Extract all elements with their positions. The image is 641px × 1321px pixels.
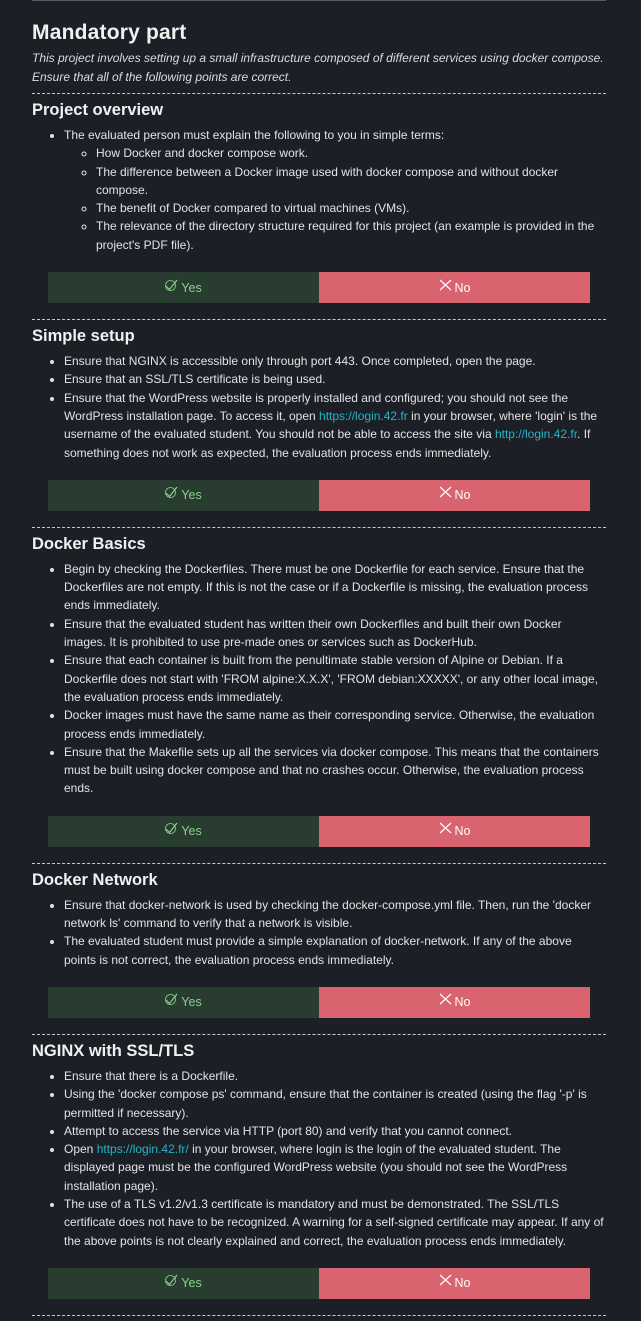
section-heading: Project overview (32, 101, 164, 119)
checklist: Ensure that there is a Dockerfile. Using… (32, 1067, 606, 1250)
section-heading: NGINX with SSL/TLS (32, 1041, 195, 1060)
list-item-text: Ensure that the WordPress website is pro… (64, 390, 569, 423)
yes-label: Yes (181, 1276, 202, 1291)
yes-button[interactable]: Yes (48, 815, 319, 847)
checklist: The evaluated person must explain the fo… (32, 126, 606, 254)
login-https-link[interactable]: https://login.42.fr/ (96, 1142, 189, 1157)
list-item: Ensure that each container is built from… (64, 651, 606, 706)
sub-list-item: The relevance of the directory structure… (96, 217, 606, 254)
answer-buttons: Yes No (48, 272, 590, 304)
no-label: No (454, 995, 471, 1010)
section-heading: Docker Basics (32, 534, 146, 553)
top-divider (32, 0, 606, 2)
list-item: The evaluated student must provide a sim… (64, 932, 606, 969)
yes-button[interactable]: Yes (48, 986, 319, 1018)
section-docker-basics: Docker Basics Begin by checking the Dock… (32, 526, 606, 847)
list-item-text: . If something does not work as expected… (64, 427, 591, 460)
list-item: Ensure that the evaluated student has wr… (64, 615, 606, 652)
login-http-link[interactable]: http://login.42.fr (494, 427, 578, 442)
check-icon (165, 1275, 178, 1287)
list-item: Ensure that NGINX is accessible only thr… (64, 352, 606, 370)
list-item-text: in your browser, where 'login' is the us… (64, 408, 598, 442)
no-label: No (454, 1276, 471, 1291)
close-icon (439, 279, 451, 291)
section-next-divider (32, 1314, 606, 1321)
close-icon (439, 486, 451, 498)
list-item: Docker images must have the same name as… (64, 706, 606, 743)
no-button[interactable]: No (319, 272, 590, 304)
sub-list-item: The benefit of Docker compared to virtua… (96, 199, 606, 217)
section-heading: Docker Network (32, 870, 158, 889)
list-item: Ensure that the WordPress website is pro… (64, 389, 606, 462)
list-item: Ensure that docker-network is used by ch… (64, 896, 606, 933)
check-icon (165, 822, 178, 835)
check-icon (165, 279, 178, 291)
section-docker-network: Docker Network Ensure that docker-networ… (32, 862, 606, 1018)
login-https-link[interactable]: https://login.42.fr (319, 408, 408, 423)
intro-text: This project involves setting up a small… (32, 51, 604, 84)
yes-label: Yes (181, 280, 202, 295)
page-title: Mandatory part (32, 21, 187, 44)
yes-label: Yes (181, 824, 202, 839)
yes-label: Yes (181, 488, 202, 503)
list-item: Ensure that an SSL/TLS certificate is be… (64, 370, 606, 388)
list-item: Attempt to access the service via HTTP (… (64, 1122, 606, 1140)
yes-button[interactable]: Yes (48, 272, 319, 304)
check-icon (165, 994, 178, 1006)
list-item: The evaluated person must explain the fo… (64, 126, 606, 254)
section-simple-setup: Simple setup Ensure that NGINX is access… (32, 319, 606, 511)
checklist: Ensure that NGINX is accessible only thr… (32, 352, 606, 462)
checklist: Begin by checking the Dockerfiles. There… (32, 560, 606, 798)
no-label: No (454, 488, 471, 503)
list-item: Using the 'docker compose ps' command, e… (64, 1085, 606, 1122)
answer-buttons: Yes No (48, 986, 590, 1018)
answer-buttons: Yes No (48, 815, 590, 847)
section-heading: Simple setup (32, 327, 135, 346)
no-button[interactable]: No (319, 815, 590, 847)
section-nginx-ssl: NGINX with SSL/TLS Ensure that there is … (32, 1033, 606, 1299)
list-item: The use of a TLS v1.2/v1.3 certificate i… (64, 1195, 606, 1250)
close-icon (439, 1274, 451, 1286)
list-item: Open https://login.42.fr/ in your browse… (64, 1140, 606, 1195)
yes-label: Yes (181, 995, 202, 1010)
list-item: Ensure that the Makefile sets up all the… (64, 743, 606, 798)
answer-buttons: Yes No (48, 479, 590, 511)
yes-button[interactable]: Yes (48, 1267, 319, 1299)
check-icon (165, 486, 178, 499)
list-item-text: Open (64, 1142, 97, 1157)
close-icon (439, 822, 451, 834)
answer-buttons: Yes No (48, 1267, 590, 1299)
no-button[interactable]: No (319, 479, 590, 511)
close-icon (439, 993, 451, 1005)
sub-list-item: How Docker and docker compose work. (96, 144, 606, 162)
section-project-overview: Project overview The evaluated person mu… (32, 93, 606, 304)
yes-button[interactable]: Yes (48, 479, 319, 511)
sub-list-item: The difference between a Docker image us… (96, 163, 606, 200)
list-item: Ensure that there is a Dockerfile. (64, 1067, 606, 1085)
checklist: Ensure that docker-network is used by ch… (32, 896, 606, 969)
list-item: Begin by checking the Dockerfiles. There… (64, 560, 606, 615)
list-item-text: The evaluated person must explain the fo… (64, 128, 445, 142)
no-label: No (454, 280, 471, 295)
no-button[interactable]: No (319, 986, 590, 1018)
no-button[interactable]: No (319, 1267, 590, 1299)
list-item-text: in your browser, where login is the logi… (64, 1142, 568, 1193)
no-label: No (454, 824, 471, 839)
sub-checklist: How Docker and docker compose work. The … (64, 144, 606, 254)
